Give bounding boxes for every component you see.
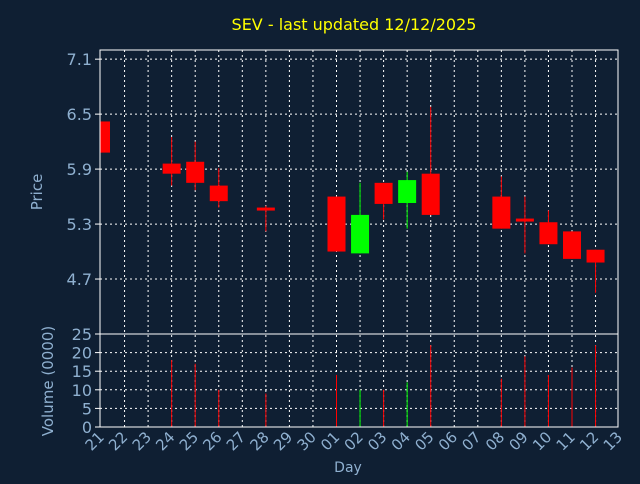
x-tick-label: 10 [529,428,555,454]
volume-tick-label: 20 [72,344,92,363]
volume-bars [171,345,597,427]
x-tick-label: 30 [294,428,320,454]
x-axis-ticks: 2122232425262728293001020304050607080910… [82,428,626,454]
candle-body [209,185,228,202]
volume-tick-label: 25 [72,325,92,344]
x-tick-label: 09 [505,428,531,454]
x-tick-label: 02 [341,428,367,454]
candle-body [327,196,346,252]
volume-tick-label: 10 [72,381,92,400]
price-tick-label: 5.3 [67,215,92,234]
x-tick-label: 12 [576,428,602,454]
x-tick-label: 26 [199,428,225,454]
candle-body [186,161,205,183]
candle-body [374,182,393,204]
grid-lines [100,50,618,427]
candle-body [351,214,370,254]
x-tick-label: 01 [317,428,343,454]
x-tick-label: 07 [458,428,484,454]
volume-tick-label: 15 [72,362,92,381]
x-tick-label: 27 [223,428,249,454]
candles [100,106,605,293]
candle-body [256,207,275,211]
price-axis-label: Price [28,174,46,211]
candle-body [539,222,558,245]
candle-body [515,218,534,222]
x-tick-label: 05 [411,428,437,454]
volume-axis-label: Volume (0000) [39,326,57,436]
x-tick-label: 04 [388,428,414,454]
x-tick-label: 24 [152,428,178,454]
x-tick-label: 08 [482,428,508,454]
x-tick-label: 29 [270,428,296,454]
candle-body [586,249,605,263]
x-tick-label: 28 [246,428,272,454]
price-panel-frame [99,49,619,335]
candle-body [398,180,417,203]
price-tick-label: 7.1 [67,50,92,69]
chart-frames [99,49,619,428]
volume-tick-label: 0 [82,418,92,437]
price-tick-label: 6.5 [67,105,92,124]
x-tick-label: 25 [176,428,202,454]
volume-tick-label: 5 [82,399,92,418]
x-tick-label: 23 [129,428,155,454]
candle-body [421,173,440,215]
x-tick-label: 22 [105,428,131,454]
candle-body [101,121,110,153]
volume-panel-frame [99,333,619,428]
price-axis-ticks: 4.7 5.3 5.9 6.5 7.1 [67,50,100,289]
candle-body [563,231,581,259]
x-tick-label: 06 [435,428,461,454]
x-axis-label: Day [334,460,362,476]
chart-title: SEV - last updated 12/12/2025 [232,15,477,34]
x-tick-label: 13 [600,428,626,454]
price-tick-label: 4.7 [67,270,92,289]
price-tick-label: 5.9 [67,160,92,179]
x-tick-label: 03 [364,428,390,454]
x-tick-label: 11 [553,428,579,454]
candle-body [492,196,511,229]
candle-body [162,163,181,174]
